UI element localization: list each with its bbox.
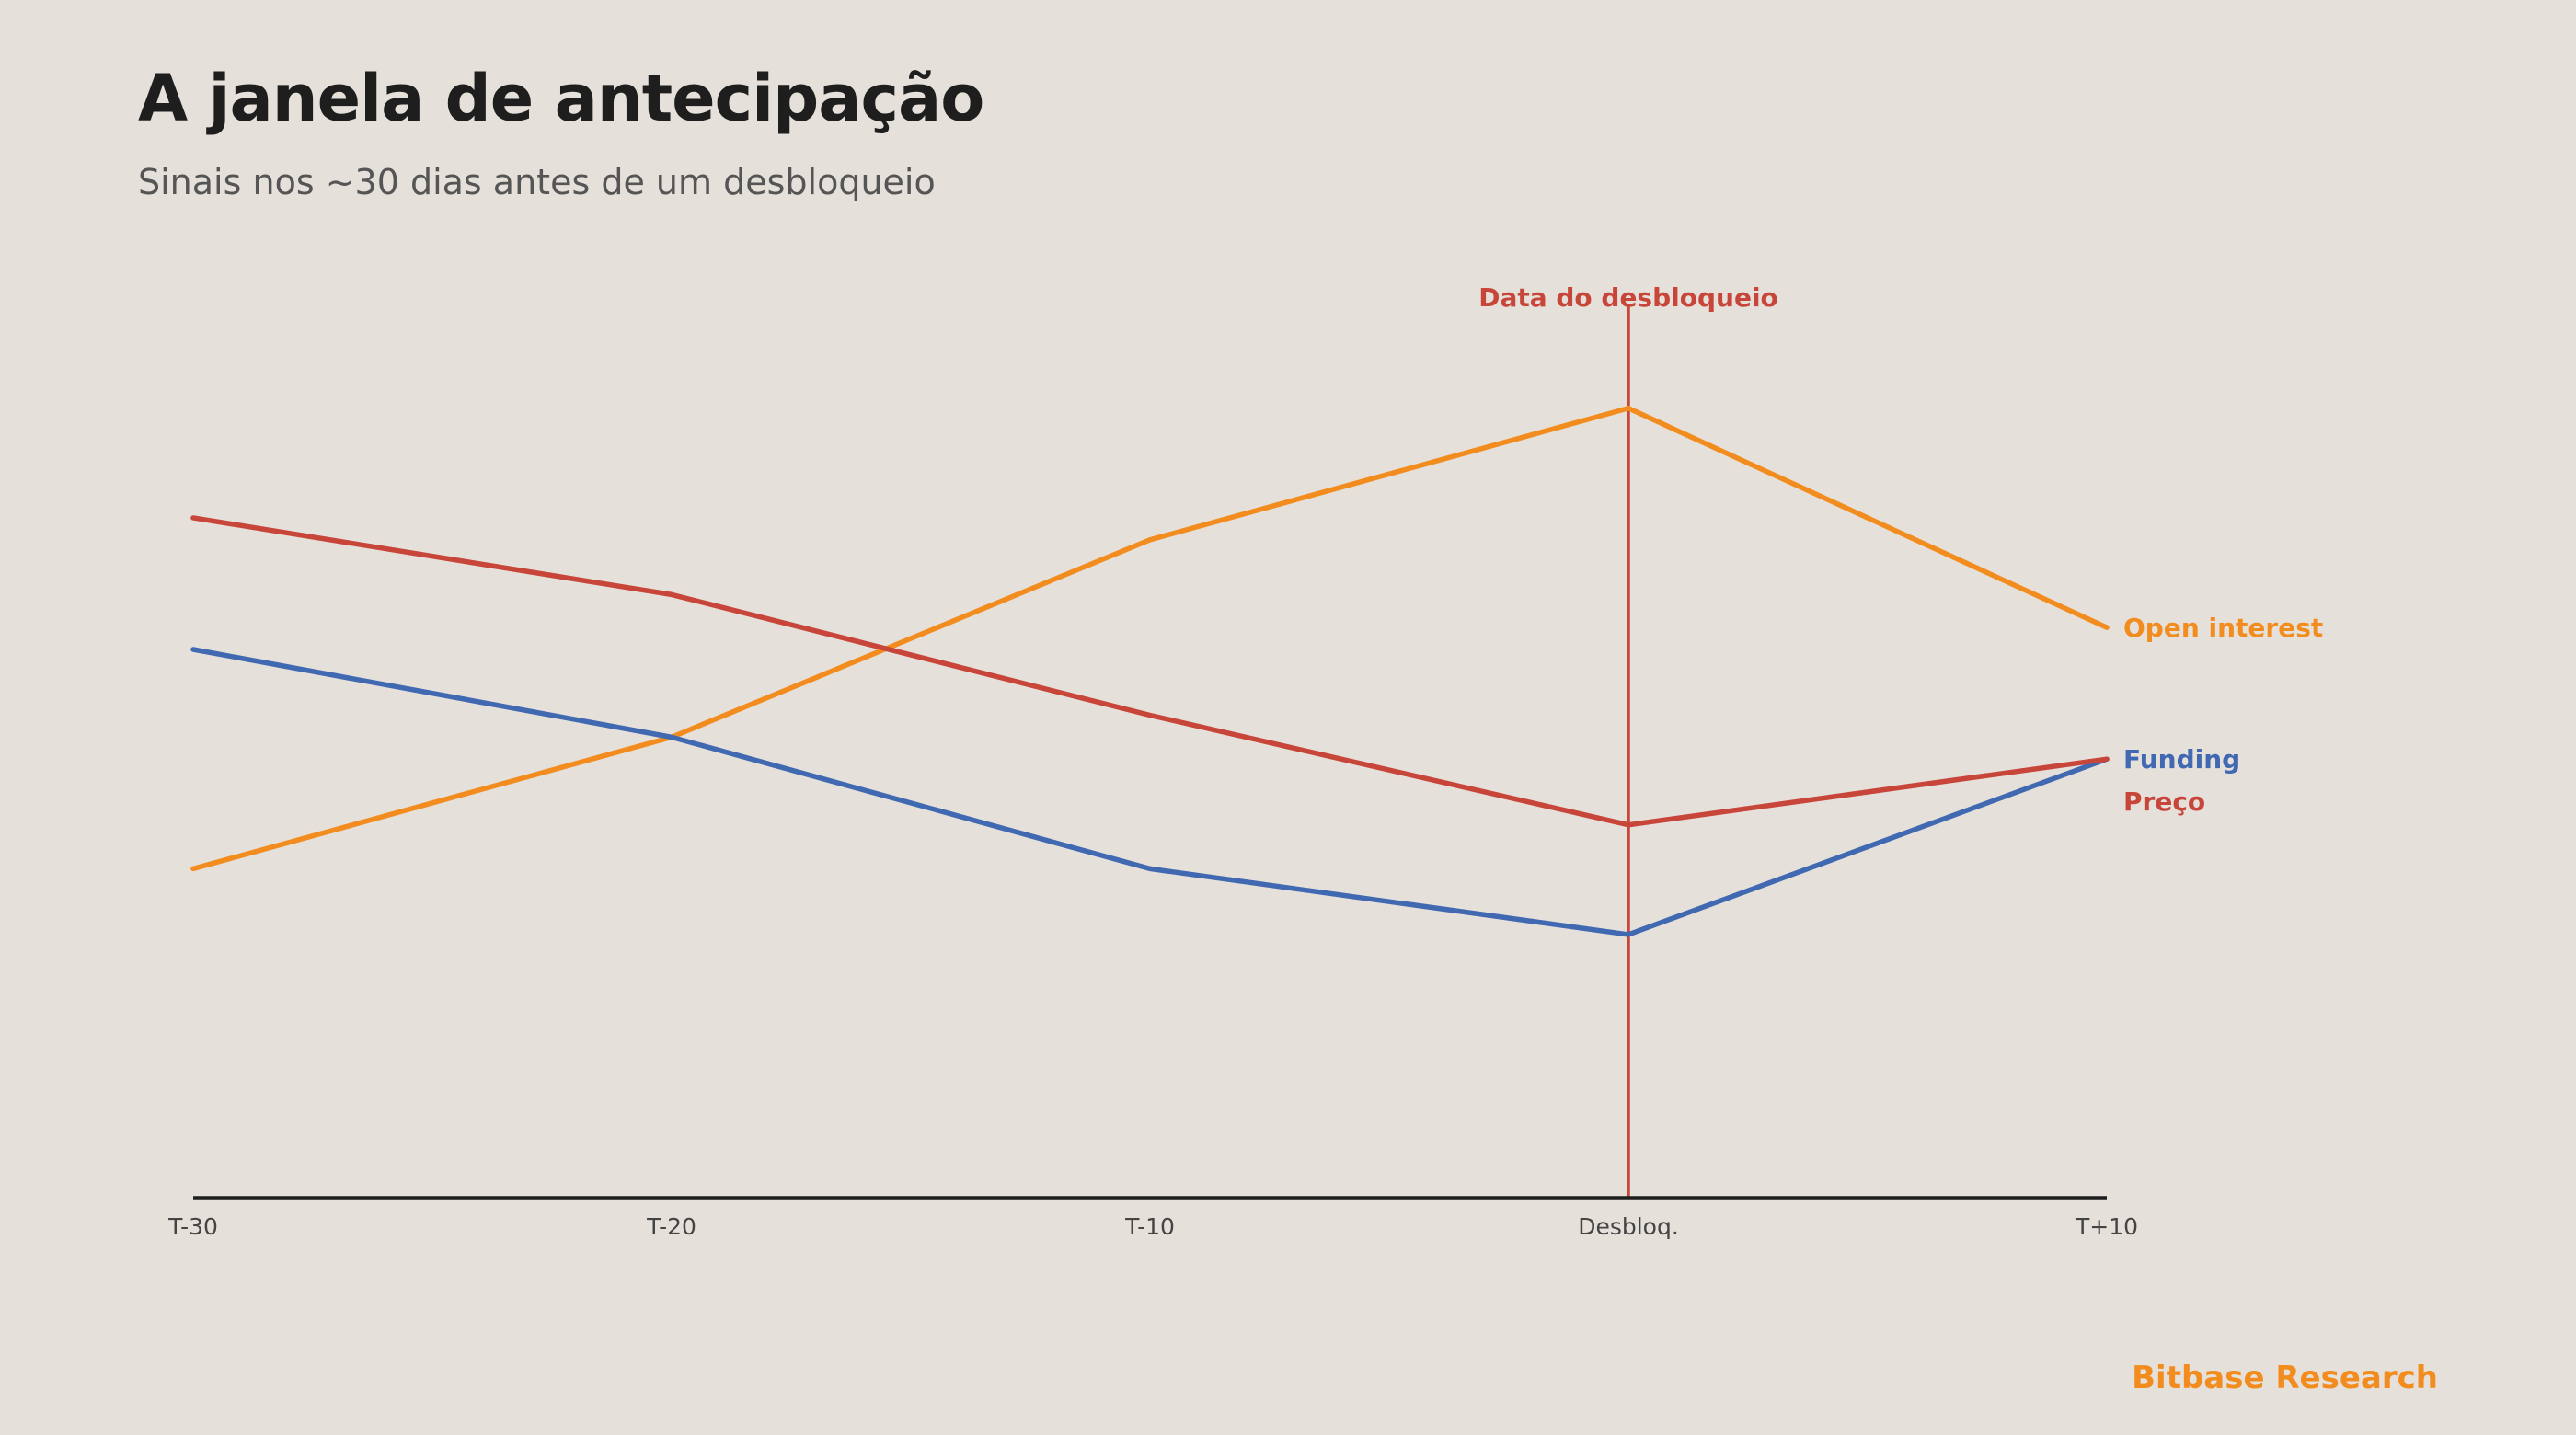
x-axis: T-30 T-20 T-10 Desbloq. T+10 [167,1196,2138,1240]
series-label-pre-o: Preço [2123,786,2205,817]
page-subtitle: Sinais nos ~30 dias antes de um desbloqu… [138,162,936,202]
series-labels: Open interest Funding Preço [2123,613,2323,817]
x-tick-label: T-30 [167,1213,218,1240]
series-line-pre-o [190,515,2110,828]
x-tick-label: T+10 [2075,1213,2138,1240]
data-point-pre-o [1626,822,1631,828]
data-point-funding [190,647,196,652]
series-label-funding: Funding [2123,744,2240,775]
page-title: A janela de antecipação [138,61,984,136]
data-point-pre-o [2104,756,2110,762]
unlock-date-label: Data do desbloqueio [1478,282,1778,313]
x-tick-label: T-20 [646,1213,696,1240]
data-point-pre-o [669,591,674,597]
data-point-funding [1147,866,1153,871]
data-point-pre-o [190,515,196,521]
x-tick-label: Desbloq. [1578,1213,1679,1240]
series-label-open-interest: Open interest [2123,613,2323,643]
data-point-open-interest [190,866,196,871]
data-point-pre-o [1147,713,1153,718]
data-point-open-interest [1147,537,1153,543]
annotation-layer: Data do desbloqueio [1478,282,1778,1198]
data-point-funding [1626,932,1631,937]
data-point-open-interest [2104,625,2110,630]
series-layer [190,406,2110,937]
brand-label: Bitbase Research [2132,1360,2438,1396]
data-point-open-interest [1626,406,1631,411]
data-point-funding [669,734,674,740]
x-tick-label: T-10 [1124,1213,1175,1240]
